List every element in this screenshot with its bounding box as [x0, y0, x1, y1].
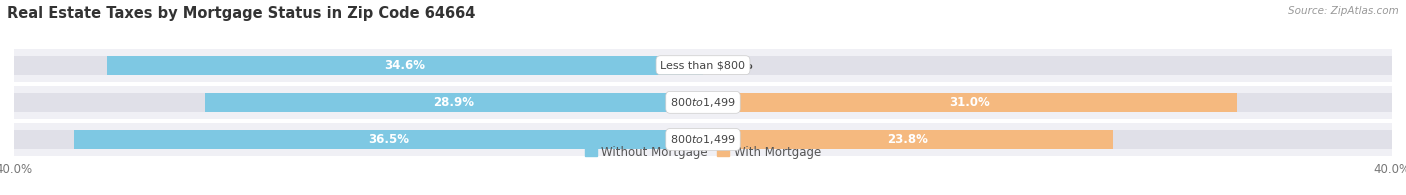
- Bar: [14, 123, 1392, 156]
- Bar: [703, 93, 1237, 112]
- Bar: [75, 130, 703, 149]
- Bar: [14, 86, 1392, 119]
- Bar: [14, 49, 1392, 82]
- Text: 36.5%: 36.5%: [368, 133, 409, 146]
- Bar: [703, 130, 1392, 149]
- Text: 34.6%: 34.6%: [384, 59, 426, 72]
- Text: 23.8%: 23.8%: [887, 133, 928, 146]
- Text: Less than $800: Less than $800: [661, 60, 745, 70]
- Bar: [703, 93, 1392, 112]
- Text: Real Estate Taxes by Mortgage Status in Zip Code 64664: Real Estate Taxes by Mortgage Status in …: [7, 6, 475, 21]
- Text: 31.0%: 31.0%: [949, 96, 990, 109]
- Bar: [205, 93, 703, 112]
- Text: 0.0%: 0.0%: [720, 59, 752, 72]
- Bar: [14, 56, 703, 75]
- Bar: [703, 130, 1114, 149]
- Bar: [107, 56, 703, 75]
- Bar: [14, 130, 703, 149]
- Text: $800 to $1,499: $800 to $1,499: [671, 133, 735, 146]
- Bar: [14, 93, 703, 112]
- Bar: [703, 56, 1392, 75]
- Text: 28.9%: 28.9%: [433, 96, 475, 109]
- Text: $800 to $1,499: $800 to $1,499: [671, 96, 735, 109]
- Legend: Without Mortgage, With Mortgage: Without Mortgage, With Mortgage: [581, 141, 825, 163]
- Text: Source: ZipAtlas.com: Source: ZipAtlas.com: [1288, 6, 1399, 16]
